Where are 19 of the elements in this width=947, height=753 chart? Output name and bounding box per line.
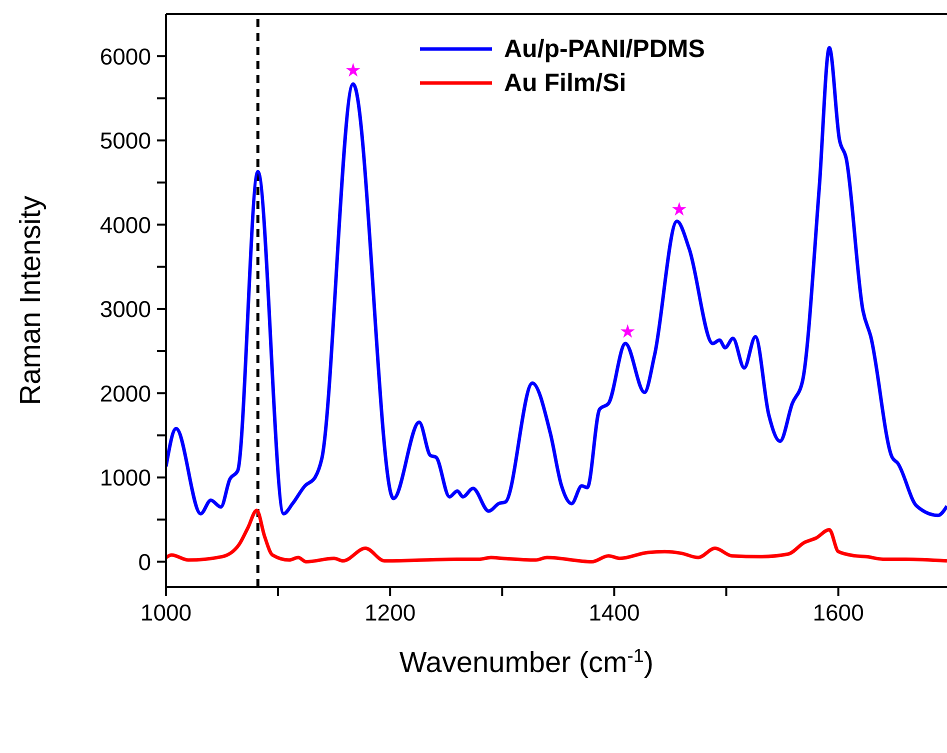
x-axis-title: Wavenumber (cm$^{-1}$) — [399, 644, 654, 679]
point — [620, 324, 635, 338]
y-tick-label: 1000 — [100, 464, 151, 491]
legend-label: Au Film/Si — [504, 68, 626, 98]
y-tick-label: 5000 — [100, 128, 151, 154]
line-series — [166, 508, 947, 564]
y-tick-label: 0 — [138, 548, 151, 575]
y-tick-label: 4000 — [100, 212, 151, 238]
legend-label: Au/p-PANI/PDMS — [504, 34, 705, 64]
y-tick-label: 6000 — [100, 43, 151, 70]
point — [672, 202, 686, 216]
y-tick-label: 2000 — [100, 380, 151, 406]
y-axis-title: Raman Intensity — [15, 195, 47, 406]
x-tick-label: 1600 — [812, 599, 864, 626]
x-tick-label: 1400 — [588, 599, 640, 626]
point — [346, 62, 360, 77]
x-tick-label: 1000 — [140, 599, 192, 626]
y-tick-label: 3000 — [100, 296, 151, 322]
x-tick-label: 1200 — [364, 599, 416, 626]
